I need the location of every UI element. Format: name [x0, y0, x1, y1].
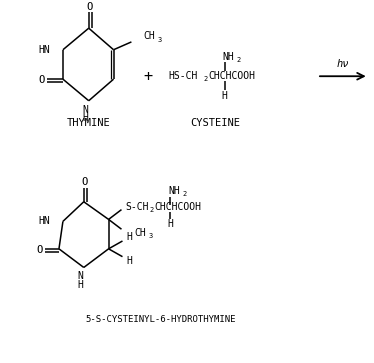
Text: HN: HN	[38, 45, 50, 55]
Text: H: H	[126, 256, 132, 266]
Text: H: H	[222, 91, 228, 101]
Text: CH: CH	[134, 228, 146, 238]
Text: H: H	[167, 219, 173, 229]
Text: HN: HN	[38, 216, 50, 227]
Text: 2: 2	[182, 191, 186, 197]
Text: H: H	[83, 113, 89, 123]
Text: CHCHCOOH: CHCHCOOH	[209, 71, 256, 81]
Text: HS-CH: HS-CH	[168, 71, 197, 81]
Text: CH: CH	[143, 31, 155, 41]
Text: 3: 3	[148, 233, 153, 239]
Text: O: O	[36, 245, 42, 255]
Text: CHCHCOOH: CHCHCOOH	[154, 202, 201, 212]
Text: S-CH: S-CH	[125, 202, 149, 212]
Text: 3: 3	[157, 37, 162, 43]
Text: NH: NH	[223, 52, 234, 62]
Text: O: O	[87, 1, 93, 12]
Text: H: H	[78, 280, 84, 290]
Text: O: O	[82, 177, 88, 187]
Text: N: N	[83, 105, 89, 115]
Text: H: H	[126, 232, 132, 242]
Text: NH: NH	[168, 186, 180, 196]
Text: 5-S-CYSTEINYL-6-HYDROTHYMINE: 5-S-CYSTEINYL-6-HYDROTHYMINE	[85, 315, 236, 324]
Text: CYSTEINE: CYSTEINE	[190, 118, 240, 128]
Text: hν: hν	[337, 60, 349, 69]
Text: 2: 2	[204, 76, 208, 82]
Text: +: +	[144, 69, 153, 84]
Text: O: O	[38, 75, 44, 85]
Text: THYMINE: THYMINE	[67, 118, 111, 128]
Text: 2: 2	[149, 207, 154, 213]
Text: N: N	[78, 271, 84, 281]
Text: 2: 2	[237, 57, 241, 62]
